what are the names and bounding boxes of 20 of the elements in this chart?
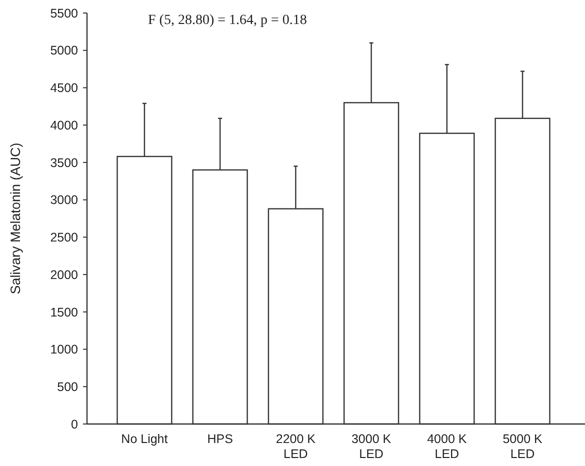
x-tick-label: 4000 K LED (427, 432, 468, 461)
y-tick-label: 5500 (50, 6, 78, 20)
x-tick-label: 3000 K LED (351, 432, 392, 461)
y-axis-title: Salivary Melatonin (AUC) (8, 142, 23, 294)
y-tick-label: 5000 (50, 44, 78, 58)
x-tick-label: 5000 K LED (502, 432, 543, 461)
y-tick-label: 2000 (50, 268, 78, 282)
y-tick-label: 1500 (50, 305, 78, 320)
y-tick-label: 500 (57, 380, 78, 394)
y-tick-label: 3500 (50, 156, 78, 170)
y-tick-label: 3000 (50, 193, 78, 208)
x-tick-label: HPS (207, 432, 233, 446)
x-tick-label: No Light (121, 432, 168, 446)
annotation: F (5, 28.80) = 1.64, p = 0.18 (148, 13, 307, 28)
y-tick-label: 4500 (50, 81, 78, 96)
x-tick-label: 2200 K LED (276, 432, 316, 461)
y-tick-label: 2500 (50, 230, 78, 245)
y-tick-label: 0 (71, 417, 78, 432)
y-tick-label: 1000 (50, 342, 78, 357)
y-tick-label: 4000 (50, 118, 78, 132)
